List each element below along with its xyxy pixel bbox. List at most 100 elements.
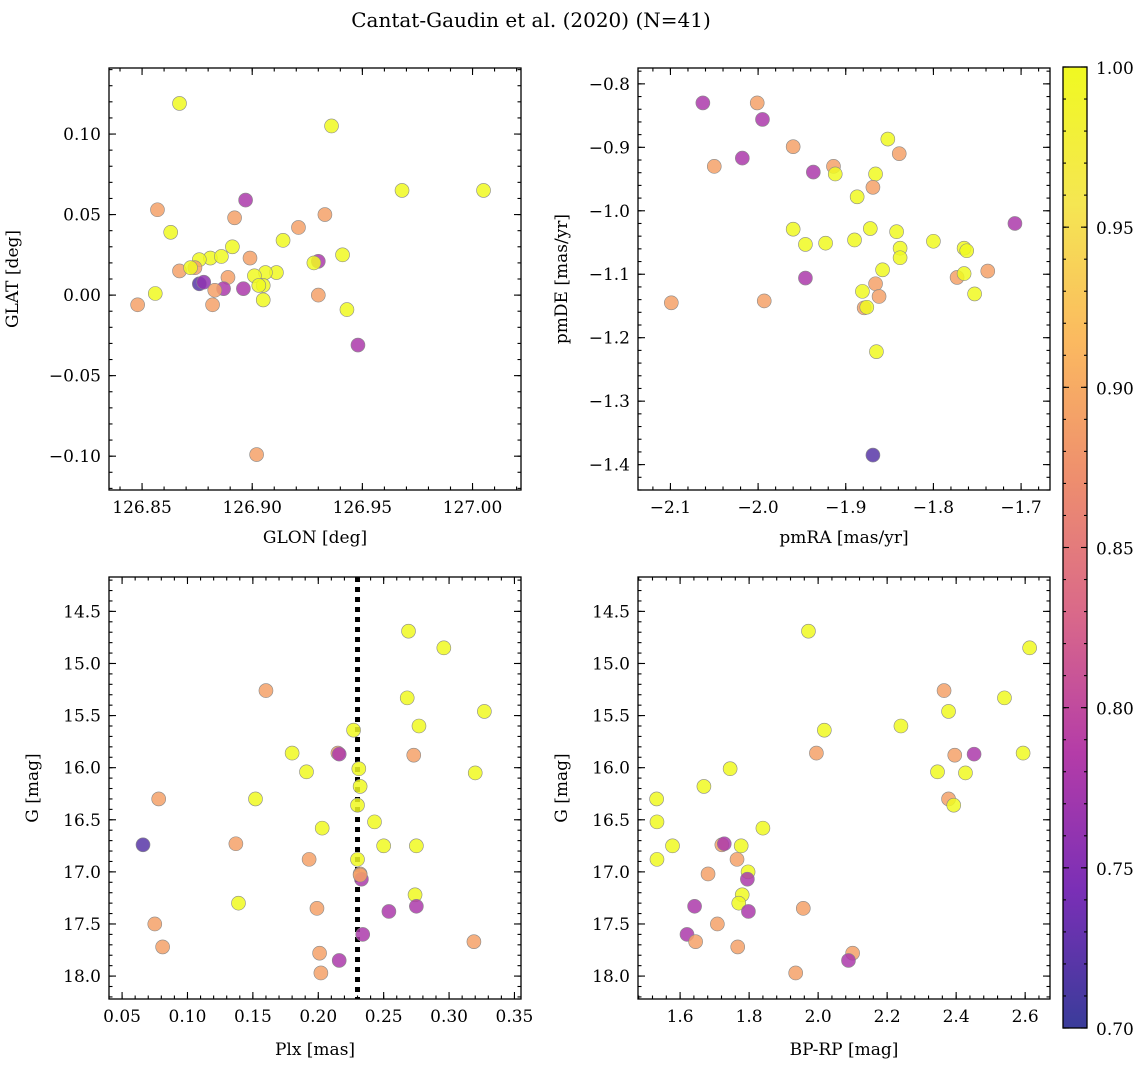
data-point (317, 207, 333, 222)
x-tick-label: 126.85 (112, 498, 171, 518)
data-point (183, 260, 198, 276)
x-tick-label: −1.7 (1000, 498, 1041, 518)
y-axis-label: G [mag] (23, 753, 43, 822)
data-point (227, 210, 242, 226)
data-point (284, 745, 300, 761)
x-tick-label: 126.95 (333, 498, 392, 518)
data-point (255, 292, 271, 308)
x-tick-label: 2.2 (874, 1007, 901, 1027)
data-point (869, 344, 884, 359)
data-point (248, 791, 263, 807)
data-point (868, 166, 883, 182)
x-tick-label: 0.30 (430, 1007, 468, 1027)
data-point (756, 293, 772, 309)
colorbar-tick-label: 0.80 (1096, 700, 1134, 720)
x-tick-label: −2.0 (737, 498, 778, 518)
data-point (214, 249, 229, 264)
data-point (865, 180, 881, 195)
colorbar-tick-label: 0.75 (1096, 860, 1134, 880)
data-point (980, 263, 996, 279)
data-point (238, 192, 253, 208)
data-point (350, 337, 366, 353)
y-tick-label: 0.10 (63, 125, 101, 145)
x-tick-label: −1.8 (913, 498, 954, 518)
data-point (147, 916, 163, 932)
data-point (891, 146, 907, 161)
x-tick-label: 126.90 (222, 498, 281, 518)
colorbar-tick-label: 0.70 (1096, 1020, 1134, 1040)
y-tick-label: 0.00 (63, 286, 101, 306)
data-point (880, 131, 896, 147)
x-axis-label: GLON [deg] (263, 528, 367, 548)
data-point (798, 237, 813, 252)
data-point (147, 286, 163, 301)
y-tick-label: −0.9 (589, 138, 630, 158)
data-point (151, 791, 167, 807)
x-tick-label: 0.35 (496, 1007, 534, 1027)
subplot-glon-glat: 126.85 126.90 126.95 127.00 −0.10 −0.05 0.00 0.… (3, 67, 522, 548)
x-tick-label: 0.05 (103, 1007, 141, 1027)
data-point (172, 96, 187, 111)
data-point (399, 690, 415, 706)
axes-frame (637, 67, 1051, 491)
subplots: 126.85 126.90 126.95 127.00 −0.10 −0.05 0.00 0.… (3, 67, 1051, 1060)
data-point (242, 250, 258, 266)
x-tick-label: 127.00 (443, 498, 502, 518)
data-point (958, 765, 973, 781)
y-tick-label: 15.0 (592, 654, 630, 674)
data-point (311, 287, 326, 303)
data-point (936, 683, 952, 698)
data-point (291, 220, 306, 235)
x-tick-label: 0.25 (365, 1007, 403, 1027)
data-point (346, 722, 361, 738)
data-point (351, 761, 367, 777)
data-point (956, 266, 972, 281)
data-point (352, 867, 368, 883)
data-point (331, 746, 347, 762)
data-point (409, 898, 424, 914)
data-point (205, 297, 220, 313)
y-tick-label: −1.2 (589, 329, 630, 349)
data-point (749, 95, 765, 111)
data-point (301, 852, 317, 867)
data-point (135, 837, 151, 853)
data-point (381, 904, 397, 919)
data-point (926, 233, 941, 249)
data-point (868, 276, 883, 292)
data-point (700, 866, 716, 882)
data-point (941, 704, 956, 719)
data-point (735, 150, 750, 166)
data-point (406, 747, 422, 763)
data-point (335, 247, 350, 263)
data-point (706, 159, 722, 174)
data-point (997, 690, 1012, 706)
data-point (730, 939, 746, 955)
data-point (798, 270, 813, 286)
data-point (313, 965, 329, 981)
data-point (729, 852, 745, 867)
y-tick-label: −1.0 (589, 202, 630, 222)
figure-title: Cantat-Gaudin et al. (2020) (N=41) (351, 8, 711, 32)
colorbar-tick-label: 0.95 (1096, 219, 1134, 239)
x-axis-label: Plx [mas] (275, 1040, 355, 1060)
data-point (755, 820, 771, 836)
subplot-bprp-g: 1.6 1.8 2.0 2.2 2.4 2.6 14.5 15.0 15.5 16.0 16.5 17… (552, 576, 1051, 1060)
data-point (817, 722, 832, 738)
colorbar-tick-label: 1.00 (1096, 59, 1134, 79)
data-point (722, 761, 738, 777)
y-tick-label: 16.5 (63, 811, 101, 831)
y-tick-label: 15.5 (63, 707, 101, 727)
x-tick-label: 1.8 (736, 1007, 763, 1027)
data-point (477, 704, 492, 719)
y-tick-label: −0.8 (589, 75, 630, 95)
x-axis-label: BP-RP [mag] (790, 1040, 899, 1060)
data-point (231, 895, 246, 911)
data-point (847, 232, 862, 248)
data-point (855, 284, 870, 299)
y-tick-label: −0.10 (49, 447, 101, 467)
data-point (352, 779, 368, 794)
data-point (818, 235, 833, 251)
data-point (788, 965, 803, 981)
x-tick-label: 0.20 (299, 1007, 337, 1027)
